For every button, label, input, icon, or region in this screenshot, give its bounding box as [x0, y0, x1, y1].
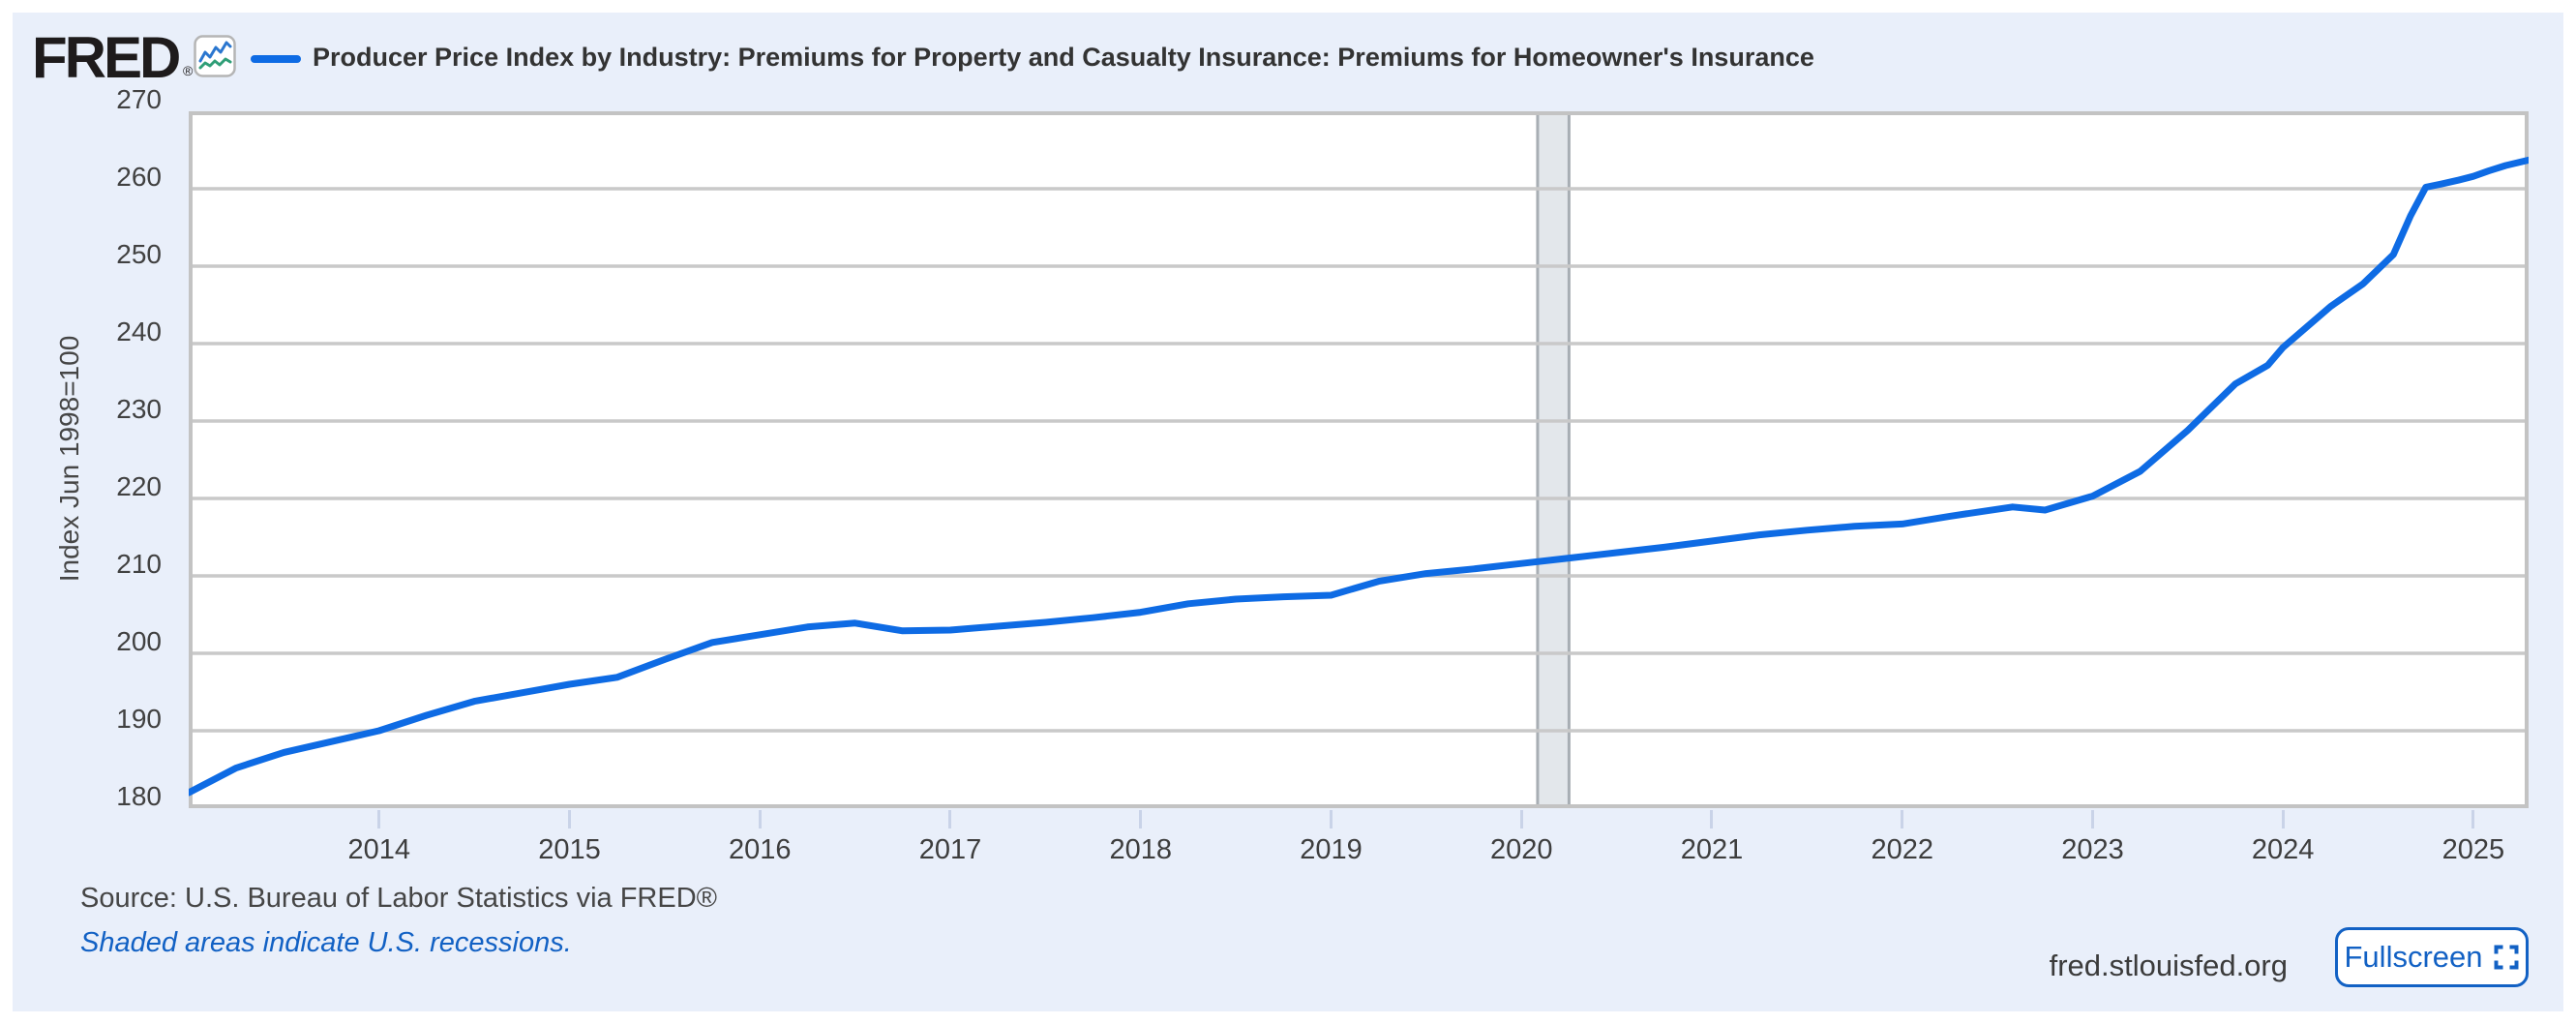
x-tick-label: 2015 [538, 834, 601, 865]
x-tick-label: 2019 [1300, 834, 1363, 865]
x-tick [1901, 810, 1904, 828]
y-tick-label: 180 [116, 781, 162, 811]
plot-area[interactable] [189, 111, 2529, 808]
y-tick-label: 190 [116, 704, 162, 734]
fullscreen-button[interactable]: Fullscreen [2335, 927, 2529, 987]
x-tick-label: 2018 [1109, 834, 1172, 865]
x-tick [758, 810, 762, 828]
y-tick-label: 220 [116, 471, 162, 501]
recession-note: Shaded areas indicate U.S. recessions. [80, 927, 572, 958]
x-tick-label: 2024 [2251, 834, 2315, 865]
y-tick-label: 230 [116, 394, 162, 424]
line-chart-canvas[interactable] [189, 111, 2529, 808]
x-tick-label: 2025 [2441, 834, 2505, 865]
fred-chart-logo-icon [194, 35, 236, 77]
x-tick-label: 2023 [2061, 834, 2124, 865]
y-tick-label: 270 [116, 84, 162, 114]
fred-logo-registered-mark: ® [183, 63, 194, 78]
x-tick [1139, 810, 1143, 828]
series-line [189, 156, 2529, 797]
legend-line-swatch [251, 55, 301, 63]
x-tick-label: 2016 [728, 834, 792, 865]
y-tick-label: 260 [116, 162, 162, 192]
series-title[interactable]: Producer Price Index by Industry: Premiu… [313, 43, 1814, 72]
x-tick-label: 2017 [918, 834, 982, 865]
x-tick [2471, 810, 2475, 828]
fullscreen-icon [2494, 945, 2518, 970]
source-text: Source: U.S. Bureau of Labor Statistics … [80, 883, 718, 914]
plot-border [189, 111, 2529, 808]
x-tick [567, 810, 571, 828]
x-tick [2090, 810, 2094, 828]
x-tick [377, 810, 381, 828]
y-tick-label: 240 [116, 316, 162, 346]
y-tick-label: 210 [116, 549, 162, 579]
x-tick-label: 2022 [1871, 834, 1933, 865]
x-tick [1519, 810, 1523, 828]
fred-logo[interactable]: FRED [32, 25, 181, 90]
y-tick-label: 200 [116, 626, 162, 656]
y-axis-title: Index Jun 1998=100 [54, 335, 84, 583]
x-tick [2281, 810, 2285, 828]
x-tick [1329, 810, 1333, 828]
recession-band [1536, 111, 1571, 808]
x-tick-label: 2020 [1489, 834, 1553, 865]
fullscreen-button-label: Fullscreen [2344, 940, 2483, 974]
y-tick-label: 250 [116, 239, 162, 269]
fred-graph-panel: FRED ® Producer Price Index by Industry:… [13, 13, 2563, 1011]
x-tick-label: 2021 [1680, 834, 1744, 865]
x-tick [1710, 810, 1714, 828]
x-tick-label: 2014 [347, 834, 410, 865]
fred-site-link[interactable]: fred.stlouisfed.org [2049, 949, 2288, 982]
x-tick [948, 810, 952, 828]
